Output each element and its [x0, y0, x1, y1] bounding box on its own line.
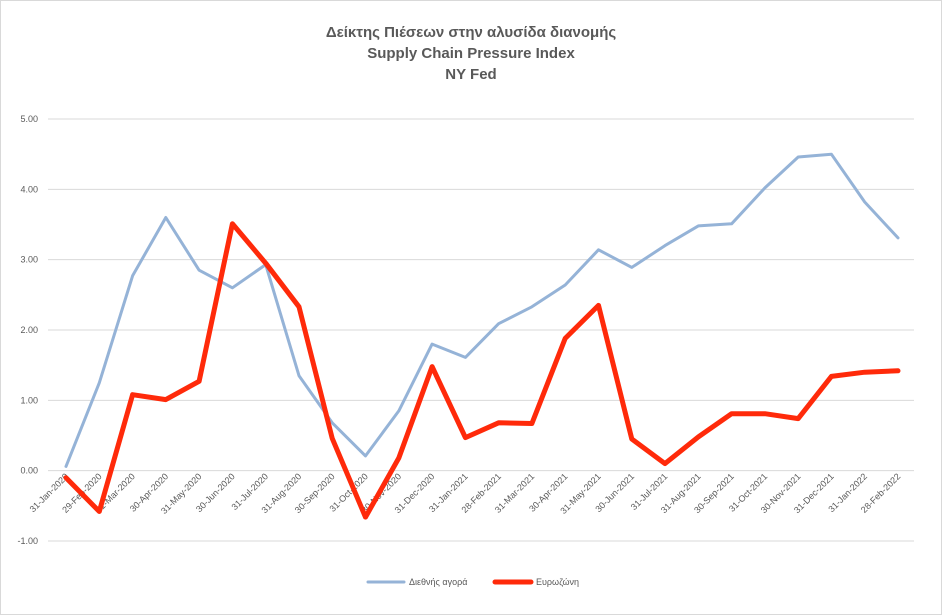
legend: Διεθνής αγορά Ευρωζώνη	[366, 577, 579, 587]
gridlines	[48, 118, 914, 542]
chart-title: Δείκτης Πιέσεων στην αλυσίδα διανομής Su…	[0, 22, 942, 85]
series-line-2	[63, 221, 901, 520]
x-axis: 31-Jan-202029-Feb-202031-Mar-202030-Apr-…	[28, 471, 903, 516]
y-axis: -1.00 0.00 1.00 2.00 3.00 4.00 5.00	[17, 114, 38, 546]
y-tick-label: 4.00	[20, 184, 38, 194]
legend-label: Ευρωζώνη	[536, 577, 579, 587]
y-tick-label: -1.00	[17, 536, 38, 546]
legend-label: Διεθνής αγορά	[409, 577, 467, 587]
y-tick-label: 3.00	[20, 255, 38, 265]
y-tick-label: 1.00	[20, 395, 38, 405]
series-line-1	[64, 152, 900, 468]
chart-title-line-3: NY Fed	[445, 66, 497, 83]
series-lines	[63, 152, 901, 520]
y-tick-label: 5.00	[20, 114, 38, 124]
y-tick-label: 0.00	[20, 466, 38, 476]
chart-title-line-1: Δείκτης Πιέσεων στην αλυσίδα διανομής	[325, 24, 617, 41]
chart-title-line-2: Supply Chain Pressure Index	[367, 45, 575, 62]
y-tick-label: 2.00	[20, 325, 38, 335]
